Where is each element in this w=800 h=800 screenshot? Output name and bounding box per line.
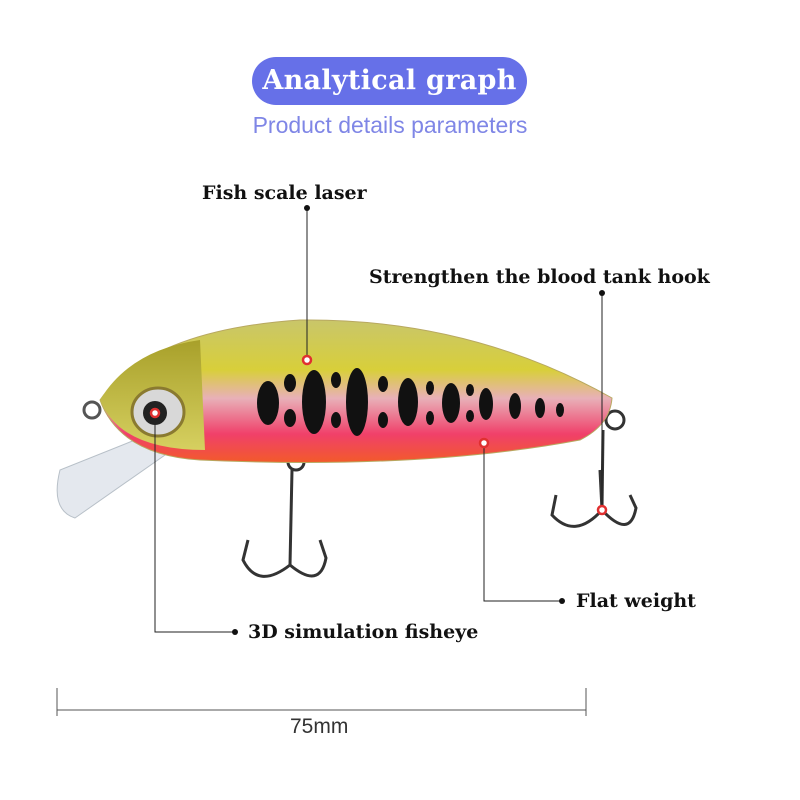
callout-lines — [154, 208, 603, 633]
callout-end-dots — [232, 205, 605, 635]
label-fish-scale-laser: Fish scale laser — [202, 182, 367, 204]
title-badge: Analytical graph — [252, 57, 527, 105]
dimension-line — [56, 688, 587, 716]
length-label: 75mm — [290, 715, 349, 738]
subtitle: Product details parameters — [252, 112, 528, 138]
callout-markers — [149, 354, 608, 516]
lure-lip — [56, 429, 166, 519]
label-fisheye: 3D simulation fisheye — [248, 621, 479, 643]
label-blood-tank-hook: Strengthen the blood tank hook — [369, 266, 710, 288]
label-flat-weight: Flat weight — [576, 590, 696, 612]
front-treble-hook — [241, 452, 328, 578]
lure-spots — [257, 368, 564, 436]
